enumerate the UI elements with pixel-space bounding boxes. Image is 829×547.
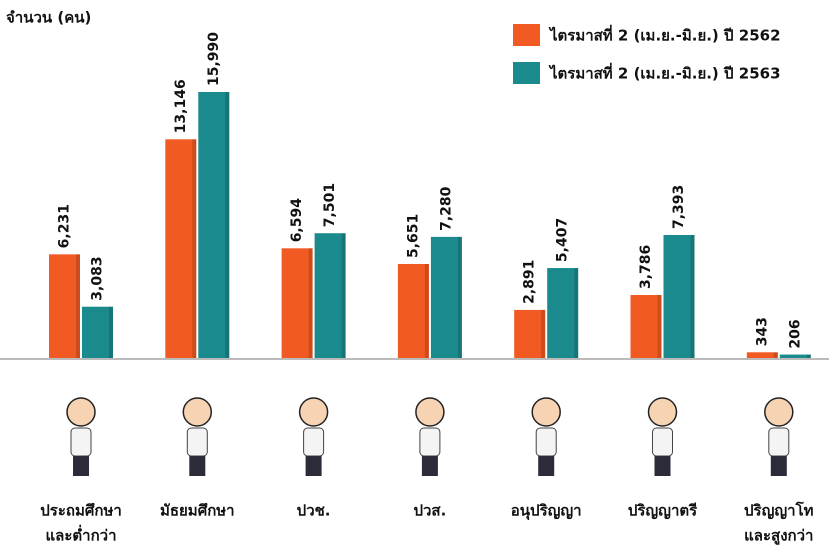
bar [514, 309, 546, 358]
bar-shade [424, 263, 429, 358]
bar [49, 254, 80, 358]
figure-head [531, 397, 561, 427]
figure-head [298, 397, 329, 427]
value-label: 2,891 [522, 260, 538, 304]
figure-head [764, 397, 794, 427]
value-label: 13,146 [173, 79, 189, 133]
value-label: 343 [754, 317, 770, 346]
bar-shade [76, 254, 80, 358]
bar-shade [308, 248, 313, 358]
x-tick-label: ปวส. [413, 502, 446, 520]
bar [82, 306, 113, 358]
value-label: 15,990 [206, 32, 222, 86]
figure-legs [654, 456, 671, 476]
figure-legs [305, 456, 322, 476]
value-label: 6,594 [289, 198, 305, 243]
bar [314, 233, 346, 358]
figure-body [186, 427, 208, 457]
bar [397, 263, 429, 358]
bar-shade [574, 268, 579, 358]
x-tick-label: ประถมศึกษา [40, 502, 122, 520]
value-label: 3,786 [638, 245, 654, 289]
x-tick-label: และสูงกว่า [744, 527, 813, 546]
bar-shade [225, 92, 230, 358]
x-tick-label: ปริญญาโท [744, 501, 814, 520]
bar [630, 295, 662, 358]
figure-legs [189, 456, 206, 476]
bar [281, 248, 313, 358]
figure-body [303, 427, 325, 457]
bar [663, 235, 695, 358]
figure-body [70, 427, 92, 457]
figure-body [535, 427, 557, 457]
value-label: 3,083 [90, 256, 106, 300]
bar [430, 236, 462, 358]
figure-legs [421, 456, 438, 476]
figure-head [66, 397, 96, 427]
bar [198, 92, 230, 358]
bar [746, 352, 778, 358]
figure-legs [770, 456, 787, 476]
y-axis-label: จำนวน (คน) [6, 9, 91, 27]
legend-label: ไตรมาสที่ 2 (เม.ย.-มิ.ย.) ปี 2563 [548, 63, 781, 83]
figure-legs [73, 456, 89, 476]
bar-shade [109, 306, 113, 358]
x-tick-label: มัธยมศึกษา [160, 502, 235, 520]
value-label: 5,407 [555, 218, 571, 262]
figure-body [419, 427, 441, 457]
legend-swatch [513, 62, 540, 84]
bar-shade [341, 233, 346, 358]
x-tick-label: ปริญญาตรี [628, 502, 698, 520]
figure-body [768, 427, 790, 457]
value-label: 5,651 [405, 214, 421, 258]
value-label: 7,280 [438, 186, 454, 231]
bar-shade [192, 139, 197, 358]
figure-head [647, 397, 678, 427]
value-label: 6,231 [57, 204, 73, 248]
x-tick-label: ปวช. [297, 502, 331, 520]
bar-shade [690, 235, 695, 358]
x-tick-label: และต่ำกว่า [45, 525, 116, 545]
figure-head [415, 397, 445, 427]
value-label: 206 [787, 319, 803, 348]
bar [547, 268, 579, 358]
x-tick-label: อนุปริญญา [511, 502, 582, 521]
bar-shade [773, 352, 778, 358]
value-label: 7,501 [322, 183, 338, 227]
bar [165, 139, 197, 358]
figure-legs [538, 456, 555, 476]
legend-label: ไตรมาสที่ 2 (เม.ย.-มิ.ย.) ปี 2562 [548, 25, 781, 45]
legend-swatch [513, 24, 540, 46]
value-label: 7,393 [671, 185, 687, 229]
bar-shade [541, 309, 546, 358]
bar-shade [457, 236, 462, 358]
bar-shade [806, 354, 811, 358]
bar-shade [657, 295, 662, 358]
figure-body [652, 427, 673, 457]
figure-head [182, 397, 213, 427]
bar [779, 354, 811, 358]
